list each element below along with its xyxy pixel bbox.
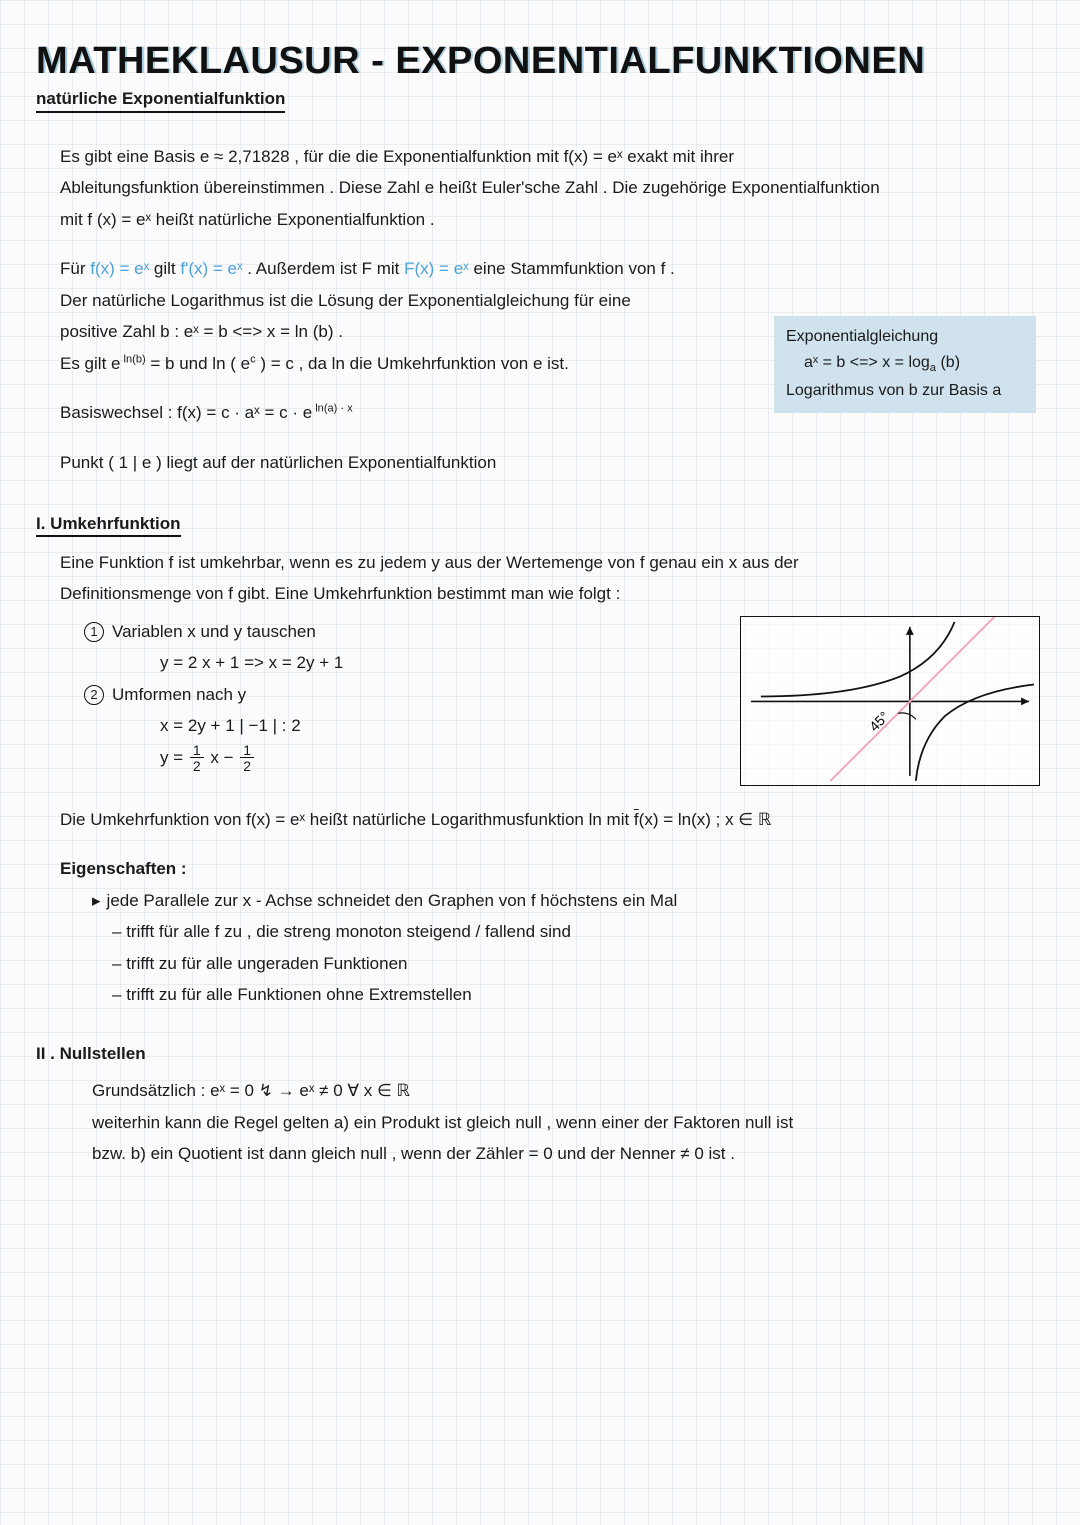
- frac-half-1: 12: [190, 743, 204, 773]
- umkehr-result: Die Umkehrfunktion von f(x) = eˣ heißt n…: [36, 804, 1040, 835]
- info-l2b: (b): [936, 354, 960, 371]
- basiswechsel-sup: ln(a) · x: [312, 402, 353, 414]
- para2-l4c: ) = c , da ln die Umkehrfunktion von e i…: [256, 354, 569, 373]
- umkehr-steps: 1 Variablen x und y tauschen y = 2 x + 1 …: [60, 616, 712, 773]
- umkehr-step1: 1 Variablen x und y tauschen: [60, 616, 712, 647]
- null-l1: Grundsätzlich : eˣ = 0 ↯ → eˣ ≠ 0 ∀ x ∈ …: [36, 1075, 1040, 1106]
- para2-mid1: gilt: [149, 259, 180, 278]
- null-l3: bzw. b) ein Quotient ist dann gleich nul…: [36, 1138, 1040, 1169]
- step-2-icon: 2: [84, 685, 104, 705]
- angle-label: 45°: [866, 708, 892, 734]
- info-box: Exponentialgleichung aˣ = b <=> x = loga…: [774, 316, 1036, 413]
- para2-line3: positive Zahl b : eˣ = b <=> x = ln (b) …: [36, 316, 760, 347]
- null-l2: weiterhin kann die Regel gelten a) ein P…: [36, 1107, 1040, 1138]
- info-box-line1: Exponentialgleichung: [786, 324, 1024, 350]
- para2-pre1: Für: [60, 259, 90, 278]
- para2-line1: Für f(x) = eˣ gilt f'(x) = eˣ . Außerdem…: [36, 253, 760, 284]
- para2-hl1: f(x) = eˣ: [90, 259, 149, 278]
- intro-line-3: mit f (x) = eˣ heißt natürliche Exponent…: [36, 204, 1040, 235]
- para2-post: eine Stammfunktion von f .: [469, 259, 675, 278]
- umkehr-l2: Definitionsmenge von f gibt. Eine Umkehr…: [36, 578, 1040, 609]
- umkehr-graph: 45°: [740, 616, 1040, 786]
- para2-line2: Der natürliche Logarithmus ist die Lösun…: [36, 285, 760, 316]
- para2-mid2: . Außerdem ist F mit: [243, 259, 405, 278]
- umkehr-block: Eine Funktion f ist umkehrbar, wenn es z…: [36, 547, 1040, 786]
- para2-hl2: f'(x) = eˣ: [180, 259, 242, 278]
- ur-pre: Die Umkehrfunktion von f(x) = eˣ heißt n…: [60, 810, 634, 829]
- para2-hl3: F(x) = eˣ: [404, 259, 469, 278]
- ur-post: (x) = ln(x) ; x ∈ ℝ: [639, 810, 772, 829]
- para2-l4sup: ln(b): [120, 353, 145, 365]
- eig-heading: Eigenschaften :: [36, 853, 1040, 884]
- umkehr-heading: I. Umkehrfunktion: [36, 514, 181, 537]
- step-1-icon: 1: [84, 622, 104, 642]
- umkehr-step2: 2 Umformen nach y: [60, 679, 712, 710]
- umkehr-step1-text: Variablen x und y tauschen: [112, 622, 316, 641]
- info-l2a: aˣ = b <=> x = log: [804, 354, 930, 371]
- eigenschaften-block: Eigenschaften : ▸ jede Parallele zur x - …: [36, 853, 1040, 1010]
- eig-b1-text: jede Parallele zur x - Achse schneidet d…: [107, 891, 678, 910]
- page-title-wrap: MATHEKLAUSUR - EXPONENTIALFUNKTIONEN MAT…: [36, 40, 1040, 83]
- para2-l4b: = b und ln ( e: [146, 354, 250, 373]
- eig-b1c: – trifft zu für alle Funktionen ohne Ext…: [36, 979, 1040, 1010]
- umkehr-step1-eq: y = 2 x + 1 => x = 2y + 1: [60, 647, 712, 678]
- umkehr-l1: Eine Funktion f ist umkehrbar, wenn es z…: [36, 547, 1040, 578]
- para2-line4: Es gilt e ln(b) = b und ln ( ec ) = c , …: [36, 348, 760, 379]
- eig-b1: ▸ jede Parallele zur x - Achse schneidet …: [36, 885, 1040, 916]
- nullstellen-heading: II . Nullstellen: [36, 1044, 146, 1065]
- eq2-pre: y =: [160, 748, 188, 767]
- page-title: MATHEKLAUSUR - EXPONENTIALFUNKTIONEN: [36, 40, 1040, 83]
- triangle-bullet-icon: ▸: [92, 885, 101, 916]
- umkehr-step2-text: Umformen nach y: [112, 685, 246, 704]
- info-box-line2: aˣ = b <=> x = loga (b): [786, 350, 1024, 378]
- intro-paragraph: Es gibt eine Basis e ≈ 2,71828 , für die…: [36, 141, 1040, 235]
- info-box-line3: Logarithmus von b zur Basis a: [786, 378, 1024, 404]
- umkehr-step2-eq2: y = 12 x − 12: [60, 742, 712, 774]
- para2-l4a: Es gilt e: [60, 354, 120, 373]
- eig-b1b-text: trifft zu für alle ungeraden Funktionen: [126, 954, 407, 973]
- intro-line-2: Ableitungsfunktion übereinstimmen . Dies…: [36, 172, 1040, 203]
- umkehr-step2-eq1: x = 2y + 1 | −1 | : 2: [60, 710, 712, 741]
- eig-b1a-text: trifft für alle f zu , die streng monoto…: [126, 922, 571, 941]
- frac-half-2: 12: [240, 743, 254, 773]
- umkehr-result-line: Die Umkehrfunktion von f(x) = eˣ heißt n…: [36, 804, 1040, 835]
- umkehr-graph-svg: 45°: [741, 617, 1039, 786]
- nullstellen-block: Grundsätzlich : eˣ = 0 ↯ → eˣ ≠ 0 ∀ x ∈ …: [36, 1075, 1040, 1169]
- basiswechsel-label: Basiswechsel : f(x) = c · aˣ = c · e: [60, 403, 312, 422]
- punkt-line: Punkt ( 1 | e ) liegt auf der natürliche…: [36, 447, 1040, 478]
- eig-b1b: – trifft zu für alle ungeraden Funktione…: [36, 948, 1040, 979]
- punkt-text: Punkt ( 1 | e ) liegt auf der natürliche…: [36, 447, 1040, 478]
- eig-b1a: – trifft für alle f zu , die streng mono…: [36, 916, 1040, 947]
- eq2-post: x −: [210, 748, 238, 767]
- page-subtitle: natürliche Exponentialfunktion: [36, 89, 285, 113]
- intro-line-1: Es gibt eine Basis e ≈ 2,71828 , für die…: [36, 141, 1040, 172]
- eig-b1c-text: trifft zu für alle Funktionen ohne Extre…: [126, 985, 472, 1004]
